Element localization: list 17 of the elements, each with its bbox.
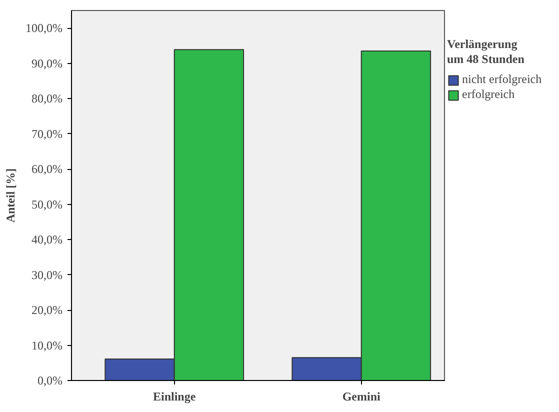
y-tick-label: 30,0% [32,268,63,282]
y-tick-label: 40,0% [32,232,63,247]
y-axis-title: Anteil [%] [4,168,18,223]
legend-label: nicht erfolgreich [462,72,542,87]
y-tick-label: 60,0% [32,162,63,176]
y-tick-label: 20,0% [32,303,63,318]
y-tick-label: 80,0% [32,92,63,106]
y-tick-label: 10,0% [32,338,63,352]
legend-label: erfolgreich [462,87,515,102]
x-tick-label: Einlinge [153,390,196,404]
y-tick-label: 90,0% [32,56,63,70]
y-tick-label: 0,0% [38,374,63,388]
x-tick-label: Gemini [342,390,382,404]
y-tick-label: 50,0% [32,197,63,212]
y-tick-label: 100,0% [26,21,63,36]
y-tick-label: 70,0% [32,126,63,141]
legend-title: Verlängerung um 48 Stunden [447,37,526,67]
